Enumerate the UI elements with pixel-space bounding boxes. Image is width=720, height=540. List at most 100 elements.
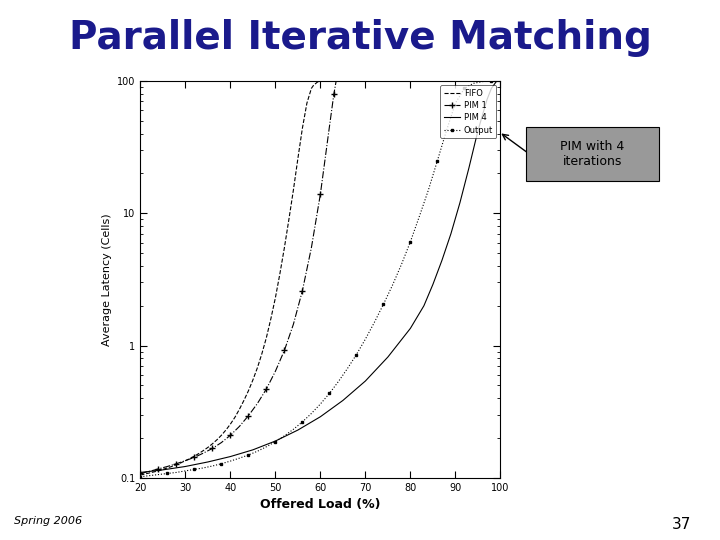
FIFO bbox=[186, 455, 194, 462]
Line: FIFO: FIFO bbox=[140, 81, 320, 475]
FIFO bbox=[315, 78, 324, 85]
PIM 4 bbox=[316, 414, 325, 420]
PIM 4 bbox=[492, 79, 500, 85]
Output bbox=[217, 461, 226, 467]
FIFO bbox=[136, 472, 145, 478]
PIM 1 bbox=[280, 347, 289, 354]
Text: PIM with 4
iterations: PIM with 4 iterations bbox=[560, 140, 624, 168]
Line: Output: Output bbox=[139, 79, 502, 478]
PIM 1 bbox=[332, 78, 341, 84]
Line: PIM 4: PIM 4 bbox=[140, 82, 496, 472]
PIM 1 bbox=[330, 91, 338, 97]
PIM 4 bbox=[428, 281, 437, 288]
Output bbox=[172, 469, 181, 476]
PIM 1 bbox=[271, 368, 279, 374]
Output bbox=[262, 443, 271, 450]
Output bbox=[343, 366, 351, 372]
PIM 1 bbox=[181, 457, 190, 464]
FIFO bbox=[266, 315, 275, 322]
FIFO bbox=[199, 447, 208, 454]
PIM 4 bbox=[420, 302, 428, 309]
FIFO bbox=[172, 461, 181, 468]
FIFO bbox=[222, 427, 230, 433]
FIFO bbox=[253, 364, 262, 371]
PIM 4 bbox=[446, 231, 455, 237]
Output bbox=[442, 127, 451, 134]
FIFO bbox=[284, 216, 293, 222]
Output bbox=[379, 301, 387, 308]
Output bbox=[325, 390, 333, 397]
Output bbox=[298, 418, 307, 425]
Output bbox=[492, 78, 500, 84]
Output bbox=[487, 78, 495, 84]
PIM 1 bbox=[289, 321, 298, 327]
Text: Parallel Iterative Matching: Parallel Iterative Matching bbox=[68, 19, 652, 57]
FIFO bbox=[154, 468, 163, 474]
Output bbox=[370, 319, 379, 326]
FIFO bbox=[217, 432, 226, 438]
PIM 4 bbox=[487, 85, 495, 92]
Output bbox=[460, 85, 469, 92]
Output bbox=[289, 426, 298, 433]
PIM 1 bbox=[307, 245, 315, 251]
Output bbox=[280, 433, 289, 439]
PIM 4 bbox=[136, 469, 145, 476]
Output bbox=[433, 158, 442, 164]
FIFO bbox=[190, 453, 199, 460]
PIM 4 bbox=[158, 467, 167, 473]
Output bbox=[316, 401, 325, 407]
FIFO bbox=[289, 187, 298, 193]
FIFO bbox=[181, 457, 190, 464]
PIM 4 bbox=[204, 458, 212, 465]
Text: Spring 2006: Spring 2006 bbox=[14, 516, 83, 526]
FIFO bbox=[235, 406, 243, 413]
Output bbox=[235, 455, 243, 461]
FIFO bbox=[140, 471, 149, 477]
PIM 1 bbox=[136, 470, 145, 477]
PIM 1 bbox=[145, 468, 154, 475]
Output bbox=[334, 379, 343, 385]
Output bbox=[406, 239, 415, 245]
FIFO bbox=[176, 460, 185, 466]
PIM 4 bbox=[406, 325, 415, 332]
PIM 1 bbox=[253, 400, 262, 407]
PIM 1 bbox=[298, 287, 307, 294]
Output bbox=[496, 78, 505, 84]
PIM 4 bbox=[338, 397, 347, 404]
Output bbox=[388, 282, 397, 289]
FIFO bbox=[262, 334, 271, 341]
PIM 4 bbox=[226, 453, 235, 460]
FIFO bbox=[145, 470, 154, 476]
FIFO bbox=[204, 444, 212, 451]
FIFO bbox=[194, 450, 203, 457]
FIFO bbox=[258, 350, 266, 357]
Text: 37: 37 bbox=[672, 517, 691, 532]
PIM 4 bbox=[464, 165, 473, 171]
FIFO bbox=[271, 294, 279, 301]
PIM 4 bbox=[181, 463, 190, 470]
PIM 1 bbox=[154, 465, 163, 472]
PIM 1 bbox=[208, 445, 217, 451]
PIM 4 bbox=[438, 257, 446, 264]
FIFO bbox=[158, 466, 167, 472]
FIFO bbox=[312, 80, 320, 86]
PIM 4 bbox=[482, 97, 491, 103]
PIM 1 bbox=[235, 423, 243, 430]
FIFO bbox=[307, 85, 315, 92]
FIFO bbox=[294, 155, 302, 161]
FIFO bbox=[276, 271, 284, 277]
Output bbox=[244, 452, 253, 458]
FIFO bbox=[313, 79, 322, 85]
FIFO bbox=[298, 125, 307, 131]
FIFO bbox=[280, 245, 289, 251]
PIM 1 bbox=[244, 413, 253, 419]
Line: PIM 1: PIM 1 bbox=[137, 78, 340, 477]
FIFO bbox=[244, 388, 253, 394]
Output bbox=[271, 438, 279, 445]
PIM 4 bbox=[456, 200, 464, 206]
FIFO bbox=[168, 463, 176, 470]
Output bbox=[154, 471, 163, 478]
FIFO bbox=[315, 78, 323, 85]
Output bbox=[361, 336, 370, 342]
FIFO bbox=[208, 441, 217, 447]
